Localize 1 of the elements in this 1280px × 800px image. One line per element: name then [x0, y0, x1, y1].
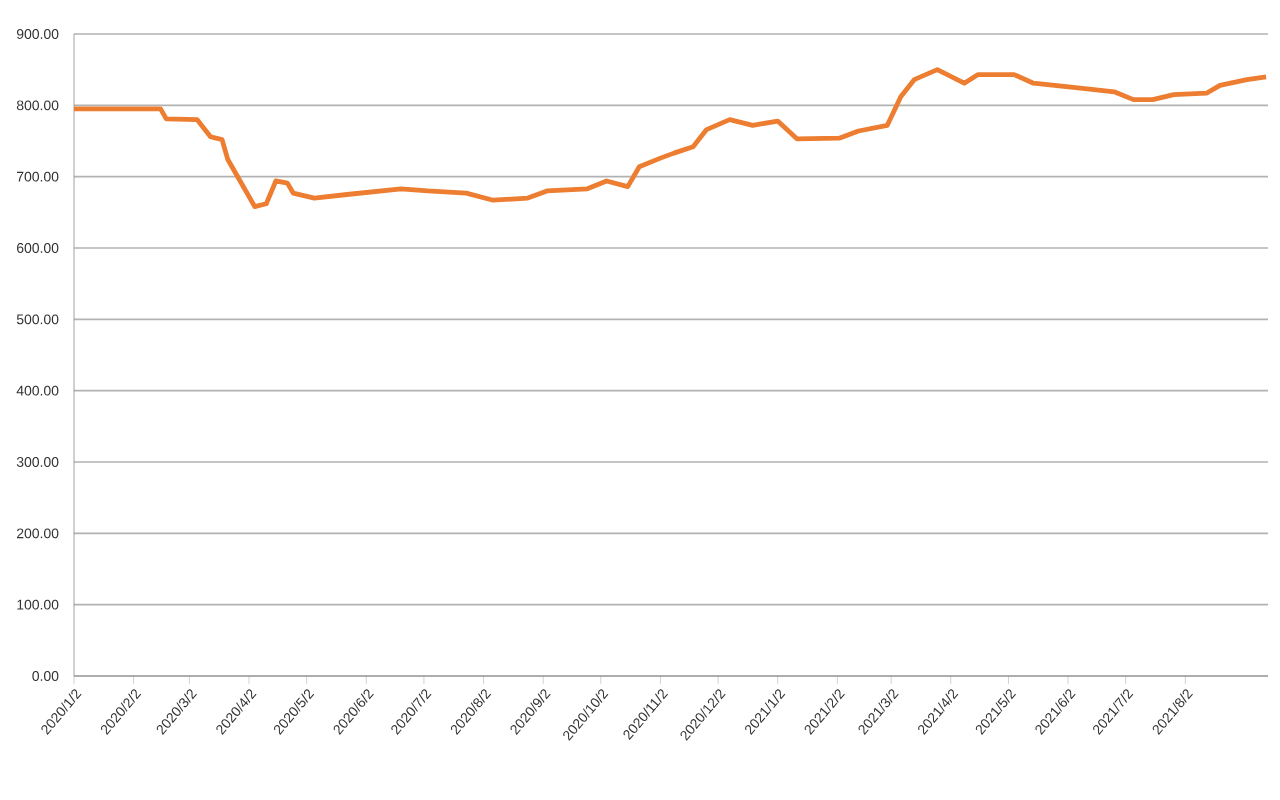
- line-series: [74, 67, 1269, 210]
